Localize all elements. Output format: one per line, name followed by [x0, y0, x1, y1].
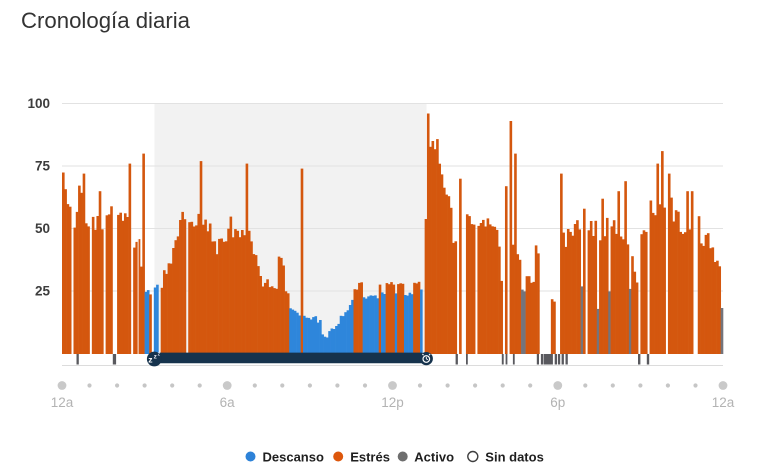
svg-text:Estrés: Estrés: [350, 449, 390, 464]
svg-text:Cronología diaria: Cronología diaria: [21, 8, 191, 33]
svg-text:z: z: [158, 352, 161, 358]
svg-text:75: 75: [35, 159, 51, 174]
svg-text:12p: 12p: [381, 395, 404, 410]
svg-text:z: z: [148, 354, 152, 364]
svg-text:100: 100: [27, 96, 50, 111]
svg-text:6a: 6a: [220, 395, 236, 410]
svg-text:12a: 12a: [712, 395, 735, 410]
svg-text:25: 25: [35, 284, 51, 299]
svg-text:z: z: [154, 353, 157, 360]
svg-text:12a: 12a: [51, 395, 74, 410]
svg-text:6p: 6p: [550, 395, 565, 410]
svg-text:Sin datos: Sin datos: [485, 449, 544, 464]
svg-text:Activo: Activo: [414, 449, 454, 464]
svg-text:50: 50: [35, 221, 50, 236]
svg-text:Descanso: Descanso: [263, 449, 324, 464]
